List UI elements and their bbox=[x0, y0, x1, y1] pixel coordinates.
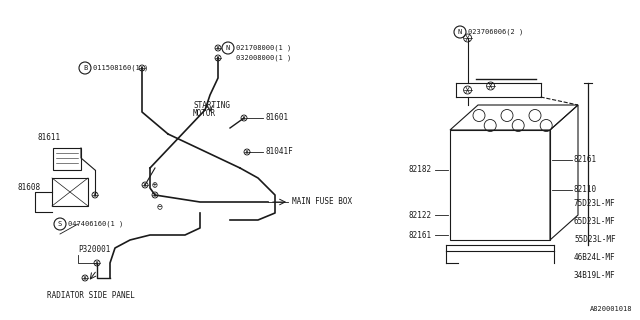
Text: 82182: 82182 bbox=[409, 165, 432, 174]
Text: ⊕: ⊕ bbox=[152, 180, 158, 190]
Bar bbox=[450, 130, 550, 240]
Text: STARTING: STARTING bbox=[193, 100, 230, 109]
Text: MAIN FUSE BOX: MAIN FUSE BOX bbox=[292, 197, 352, 206]
Text: 65D23L-MF: 65D23L-MF bbox=[574, 218, 616, 227]
Text: 011508160(1 ): 011508160(1 ) bbox=[93, 65, 148, 71]
Text: S: S bbox=[58, 221, 62, 227]
Text: 021708000(1 ): 021708000(1 ) bbox=[236, 45, 291, 51]
Text: P320001: P320001 bbox=[78, 244, 110, 253]
Text: 81601: 81601 bbox=[265, 114, 288, 123]
Bar bbox=[53, 148, 81, 170]
Text: 81611: 81611 bbox=[38, 133, 61, 142]
Text: N: N bbox=[458, 29, 462, 35]
Text: 023706006(2 ): 023706006(2 ) bbox=[468, 29, 524, 35]
Text: 82161: 82161 bbox=[574, 156, 597, 164]
Text: 81041F: 81041F bbox=[265, 148, 292, 156]
Text: 34B19L-MF: 34B19L-MF bbox=[574, 271, 616, 281]
Bar bbox=[52, 178, 88, 206]
Text: A820001018: A820001018 bbox=[589, 306, 632, 312]
Text: 46B24L-MF: 46B24L-MF bbox=[574, 253, 616, 262]
Text: 82122: 82122 bbox=[409, 211, 432, 220]
Text: B: B bbox=[83, 65, 87, 71]
Text: 75D23L-MF: 75D23L-MF bbox=[574, 199, 616, 209]
Text: 82161: 82161 bbox=[409, 230, 432, 239]
Text: N: N bbox=[226, 45, 230, 51]
Text: 032008000(1 ): 032008000(1 ) bbox=[236, 55, 291, 61]
Text: ⊖: ⊖ bbox=[157, 202, 163, 212]
Text: 55D23L-MF: 55D23L-MF bbox=[574, 236, 616, 244]
Text: MOTOR: MOTOR bbox=[193, 108, 216, 117]
Text: 81608: 81608 bbox=[18, 183, 41, 193]
Text: 047406160(1 ): 047406160(1 ) bbox=[68, 221, 124, 227]
Text: 82110: 82110 bbox=[574, 186, 597, 195]
Text: RADIATOR SIDE PANEL: RADIATOR SIDE PANEL bbox=[47, 291, 135, 300]
